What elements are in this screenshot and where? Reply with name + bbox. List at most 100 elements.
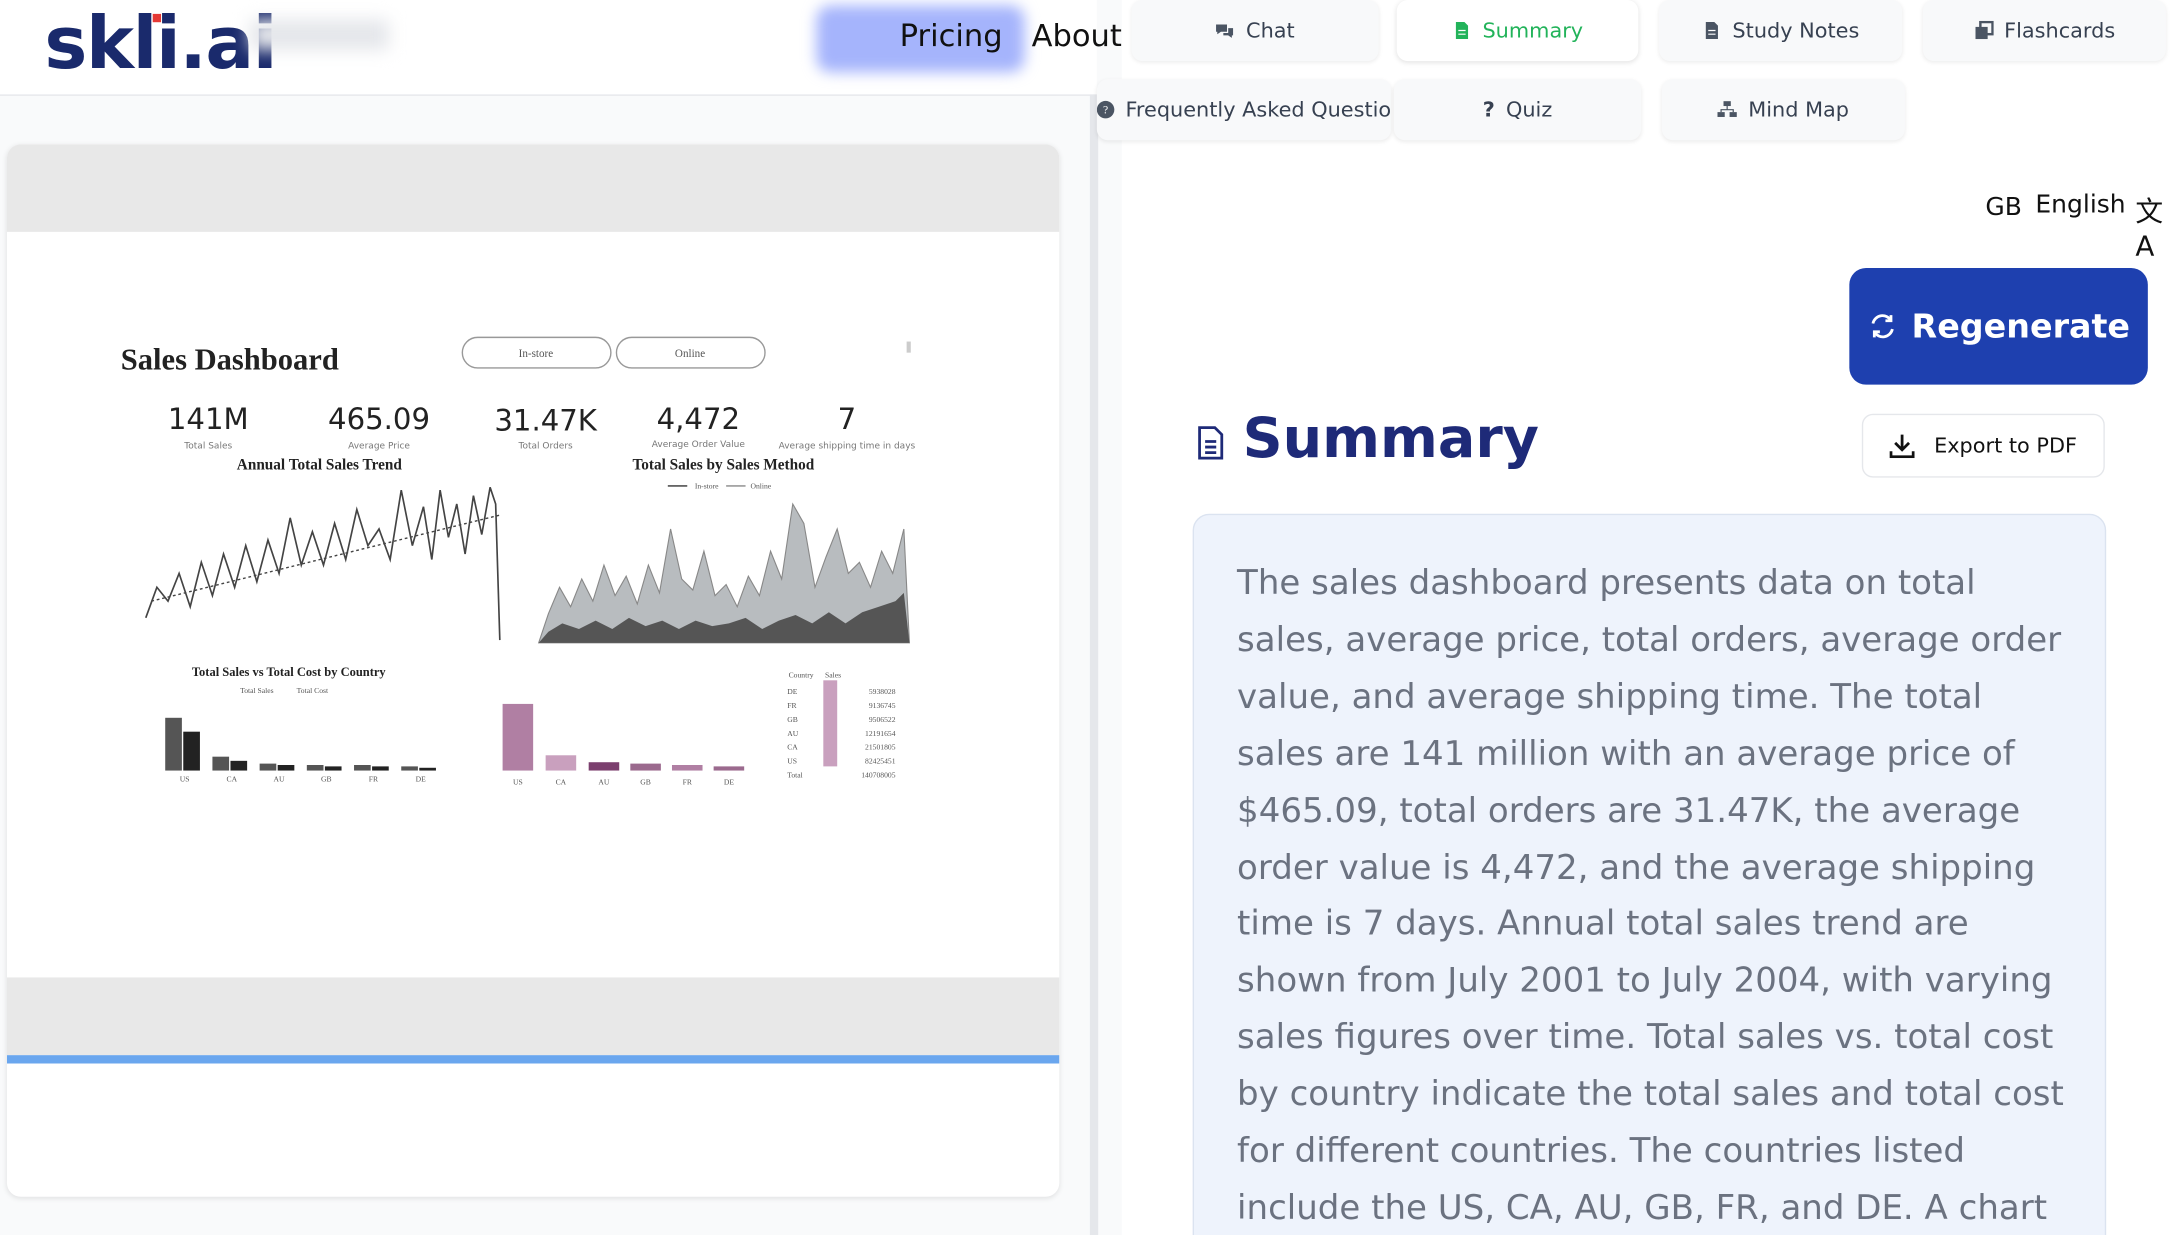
table-cell: 5938028 [869,687,896,696]
mini-table: Country Sales DE 5938028 FR 9136745 GB 9506522 A… [787,671,895,780]
dashboard-image: Sales Dashboard In-store Online 141M Tot… [121,336,916,787]
flag [152,13,162,23]
country-label: US [180,775,190,784]
kpi-label: Total Sales [183,441,232,451]
tab[interactable]: Chat [1131,0,1379,62]
regenerate-button[interactable]: Regenerate [1849,267,2148,385]
tab[interactable]: ? Quiz [1393,79,1642,141]
kpi-label: Total Orders [518,441,574,451]
tab-label: Summary [1482,18,1584,44]
table-cell: 21501805 [865,743,896,752]
icon [1717,101,1738,117]
kpi-label: Average Price [348,441,410,451]
country-label: GB [640,777,651,786]
instore-area [538,592,910,643]
chart-title: Annual Total Sales Trend [237,456,403,473]
icon [1889,434,1915,459]
legend-label: Online [750,482,771,491]
tab[interactable]: Mind Map [1661,79,1905,141]
tab[interactable]: ? Frequently Asked Questio [1096,79,1392,141]
language-name[interactable]: English [2035,190,2126,220]
tab-label: Quiz [1505,97,1553,123]
kpi-value: 4,472 [657,402,740,436]
table-cell: 12191654 [865,729,896,738]
preview-top [6,144,1060,232]
country-label: US [513,777,523,786]
translate-icon[interactable]: 文A [2135,194,2164,263]
tab[interactable]: Study Notes [1659,0,1903,62]
language-code: GB [1985,192,2022,223]
blur-button [816,5,1025,73]
table-bars [823,680,838,767]
kpi-value: 7 [838,402,857,436]
country-bars [165,703,745,771]
country-label: GB [321,775,332,784]
preview-card [6,144,1060,1197]
country-label: AU [274,775,286,784]
tab[interactable]: Summary [1396,0,1639,62]
chart-title: Total Sales vs Total Cost by Country [192,665,387,679]
export-button[interactable]: Export to PDF [1861,413,2105,478]
filter [615,336,766,369]
table-cell: FR [787,701,797,710]
table-cell: 82425451 [865,757,896,766]
summary-box [1192,513,2107,1235]
country-label: DE [724,777,735,786]
country-label: CA [556,777,567,786]
icon [1216,24,1234,38]
country-labels: US US CA CA AU AU GB GB FR FR DE DE [180,775,735,787]
icon [1871,314,1894,339]
icon: ? [1482,97,1495,123]
kpi-value: 31.47K [494,403,597,437]
blur [249,19,389,50]
country-label: AU [598,777,610,786]
legend-label: Total Sales [240,686,274,695]
icon [1974,20,1994,40]
scroll [906,341,911,353]
country-label: FR [683,777,693,786]
trend-line [144,487,501,641]
filter [461,336,612,369]
kpi-label: Average Order Value [652,440,746,450]
tab-label: Flashcards [2004,18,2116,44]
tab-label: Study Notes [1732,18,1860,44]
kpi-label: Average shipping time in days [779,441,916,451]
kpis: 141M Total Sales 465.09 Average Price 31… [168,402,916,451]
table-cell: DE [787,687,798,696]
chart-title: Total Sales by Sales Method [632,456,814,473]
table-cell: 9136745 [869,701,896,710]
filter-label: In-store [519,348,554,360]
table-header: Country [789,671,814,680]
tab-label: Frequently Asked Questio [1125,97,1392,123]
filter-label: Online [675,348,705,360]
kpi-value: 465.09 [328,402,430,436]
table-cell: AU [787,729,799,738]
trend-fit [151,514,500,602]
nav-link[interactable]: Pricing [899,19,1003,55]
kpi-value: 141M [168,402,249,436]
icon [1705,22,1718,40]
tab[interactable]: Flashcards [1922,0,2166,62]
table-cell: 140708005 [861,770,896,779]
country-label: CA [227,775,238,784]
dash-title: Sales Dashboard [121,342,339,376]
nav-link[interactable]: About [1031,19,1122,55]
table-cell: US [787,757,797,766]
tab-label: Mind Map [1748,97,1850,123]
legend-label: Total Cost [297,686,329,695]
country-label: DE [416,775,427,784]
legend-label: In-store [695,482,719,491]
table-cell: Total [787,770,803,779]
summary-icon [1198,426,1224,460]
country-label: FR [369,775,379,784]
progress [6,1055,1060,1064]
table-cell: CA [787,743,798,752]
preview-bottom [6,977,1060,1056]
button-label: Export to PDF [1934,433,2077,459]
online-area [537,502,910,644]
icon [1455,22,1468,40]
divider[interactable] [1089,94,1099,1235]
